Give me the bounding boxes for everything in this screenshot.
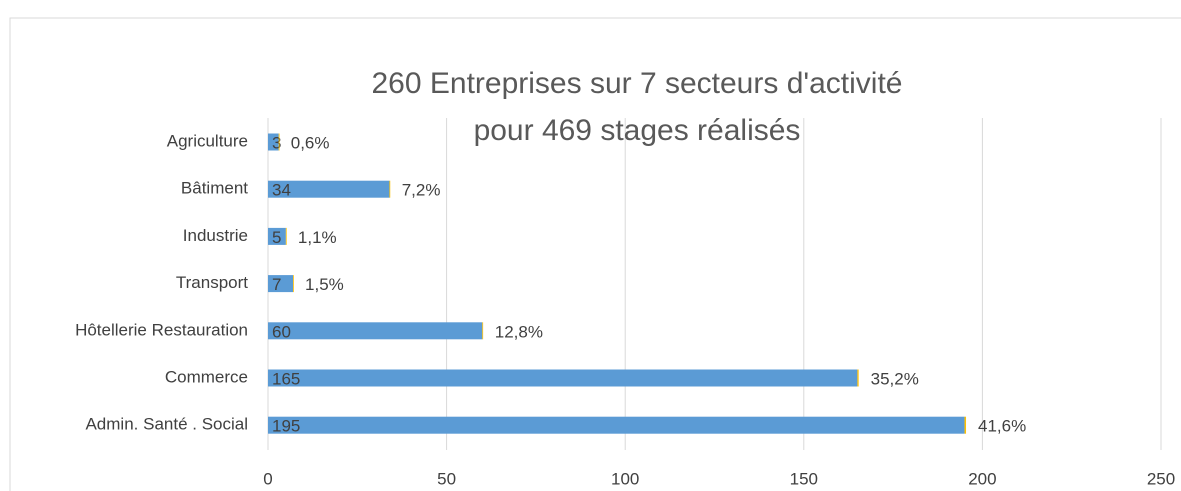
bar (268, 322, 483, 340)
data-label: 60 (272, 322, 291, 341)
x-tick-label: 50 (437, 469, 456, 488)
y-tick-label: Industrie (183, 226, 248, 245)
y-tick-label: Commerce (165, 367, 248, 386)
y-tick-label: Agriculture (167, 131, 248, 150)
bar (482, 322, 484, 340)
bar (857, 369, 859, 387)
bar (285, 227, 287, 245)
data-label: 165 (272, 369, 300, 388)
data-label: 12,8% (495, 322, 543, 341)
data-label: 5 (272, 228, 281, 247)
bar (268, 227, 286, 245)
data-label: 0,6% (291, 133, 330, 152)
bar (268, 133, 279, 151)
x-tick-label: 0 (263, 469, 272, 488)
x-tick-label: 250 (1147, 469, 1175, 488)
x-tick-label: 150 (790, 469, 818, 488)
chart-title: 260 Entreprises sur 7 secteurs d'activit… (372, 67, 903, 100)
bar (268, 416, 965, 434)
bar (268, 369, 858, 387)
data-label: 41,6% (978, 417, 1026, 436)
data-label: 1,5% (305, 275, 344, 294)
bar (268, 180, 390, 198)
x-tick-label: 100 (611, 469, 639, 488)
y-tick-label: Admin. Santé . Social (85, 415, 248, 434)
data-label: 7,2% (402, 181, 441, 200)
bar (293, 275, 294, 293)
chart-title: pour 469 stages réalisés (474, 114, 801, 147)
data-label: 1,1% (298, 228, 337, 247)
bar (278, 133, 280, 151)
chart-frame (9, 17, 1181, 491)
data-label: 35,2% (871, 369, 919, 388)
bar (964, 416, 967, 434)
y-tick-label: Hôtellerie Restauration (75, 320, 248, 339)
x-tick-label: 200 (968, 469, 996, 488)
bar (268, 275, 294, 293)
bar (389, 180, 391, 198)
data-label: 195 (272, 417, 300, 436)
data-label: 3 (272, 133, 281, 152)
data-label: 7 (272, 275, 281, 294)
y-tick-label: Transport (176, 273, 248, 292)
y-tick-label: Bâtiment (181, 179, 248, 198)
data-label: 34 (272, 181, 291, 200)
